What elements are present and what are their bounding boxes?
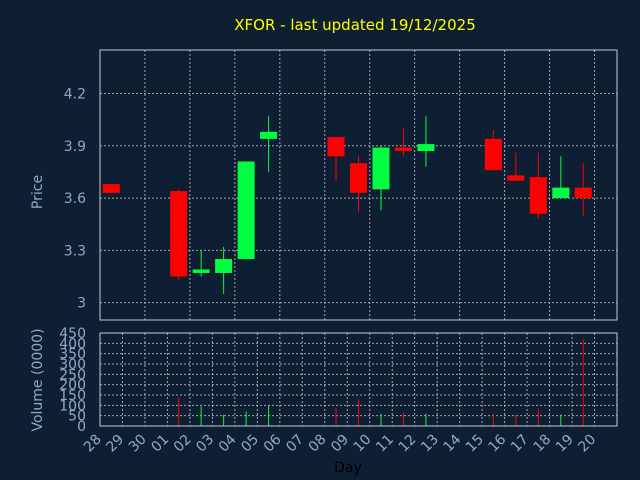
candle (102, 184, 120, 193)
volume-tick-label: 350 (59, 347, 86, 363)
volume-tick-label: 300 (59, 357, 86, 373)
x-tick-label: 16 (486, 431, 510, 455)
candle-body (102, 184, 120, 193)
x-tick-label: 06 (261, 431, 285, 455)
candle (507, 152, 525, 181)
volume-tick-label: 100 (59, 398, 86, 414)
x-tick-label: 07 (283, 432, 307, 456)
x-tick-label: 01 (148, 432, 172, 456)
volume-tick-label: 50 (68, 409, 86, 425)
candle (260, 116, 278, 172)
x-tick-label: 05 (238, 432, 262, 456)
candle-body (260, 131, 278, 139)
candle (237, 161, 255, 260)
candle (552, 156, 570, 199)
candle-body (507, 175, 525, 181)
x-tick-label: 09 (328, 432, 352, 456)
candle-body (237, 161, 255, 260)
candle-body (574, 187, 592, 199)
price-grid (100, 50, 617, 320)
x-axis-label: Day (334, 460, 362, 476)
x-tick-label: 13 (418, 432, 442, 456)
candle (484, 130, 502, 171)
candle (192, 250, 210, 277)
volume-axis-label: Volume (0000) (30, 328, 46, 431)
candle (574, 163, 592, 216)
price-tick-label: 3.3 (64, 243, 86, 259)
x-tick-label: 18 (530, 432, 554, 456)
candle (394, 128, 412, 157)
volume-tick-label: 400 (59, 336, 86, 352)
x-tick-label: 14 (441, 431, 465, 455)
candle-body (215, 259, 233, 273)
volume-panel-frame (99, 332, 618, 427)
price-tick-label: 3.6 (64, 191, 86, 207)
x-tick-label: 19 (553, 432, 577, 456)
x-tick-label: 28 (81, 432, 105, 456)
price-tick-label: 3 (77, 296, 86, 312)
x-tick-label: 04 (216, 431, 240, 455)
candle-body (350, 163, 367, 193)
x-axis-ticks: 2829300102030405060708091011121314151617… (81, 431, 599, 455)
candle-body (394, 147, 412, 152)
candle (327, 137, 345, 181)
candle (372, 145, 390, 211)
x-tick-label: 03 (193, 432, 217, 456)
volume-tick-label: 150 (59, 388, 86, 404)
volume-bars (178, 339, 584, 426)
price-axis-ticks: 3 3.3 3.6 3.9 4.2 (64, 87, 86, 312)
x-tick-label: 29 (103, 432, 127, 456)
volume-tick-label: 250 (59, 367, 86, 383)
candle (215, 246, 233, 294)
candle-body (170, 191, 188, 277)
volume-tick-label: 200 (59, 378, 86, 394)
candle (529, 152, 547, 219)
candles (102, 116, 592, 294)
candle-body (327, 137, 345, 157)
x-tick-label: 17 (508, 432, 532, 456)
candle (170, 189, 188, 280)
candle (417, 116, 435, 167)
y-axis-label: Price (30, 175, 46, 209)
candle-body (417, 144, 435, 152)
candle-body (529, 177, 547, 214)
x-tick-label: 12 (396, 432, 420, 456)
candle (350, 156, 367, 212)
chart-title: XFOR - last updated 19/12/2025 (234, 16, 476, 34)
candle-body (372, 147, 390, 190)
price-panel: 3 3.3 3.6 3.9 4.2 (64, 49, 618, 321)
x-tick-label: 11 (373, 432, 397, 456)
price-tick-label: 4.2 (64, 87, 86, 103)
price-panel-frame (99, 49, 618, 321)
price-tick-label: 3.9 (64, 139, 86, 155)
x-tick-label: 30 (126, 432, 150, 456)
volume-tick-label: 0 (77, 419, 86, 435)
x-tick-label: 15 (463, 432, 487, 456)
candle-body (484, 138, 502, 171)
x-tick-label: 08 (306, 432, 330, 456)
x-tick-label: 02 (171, 432, 195, 456)
x-tick-label: 20 (575, 432, 599, 456)
candle-body (192, 269, 210, 273)
volume-grid (100, 332, 617, 427)
volume-tick-label: 450 (59, 326, 86, 342)
x-tick-label: 10 (351, 432, 375, 456)
candle-body (552, 187, 570, 199)
